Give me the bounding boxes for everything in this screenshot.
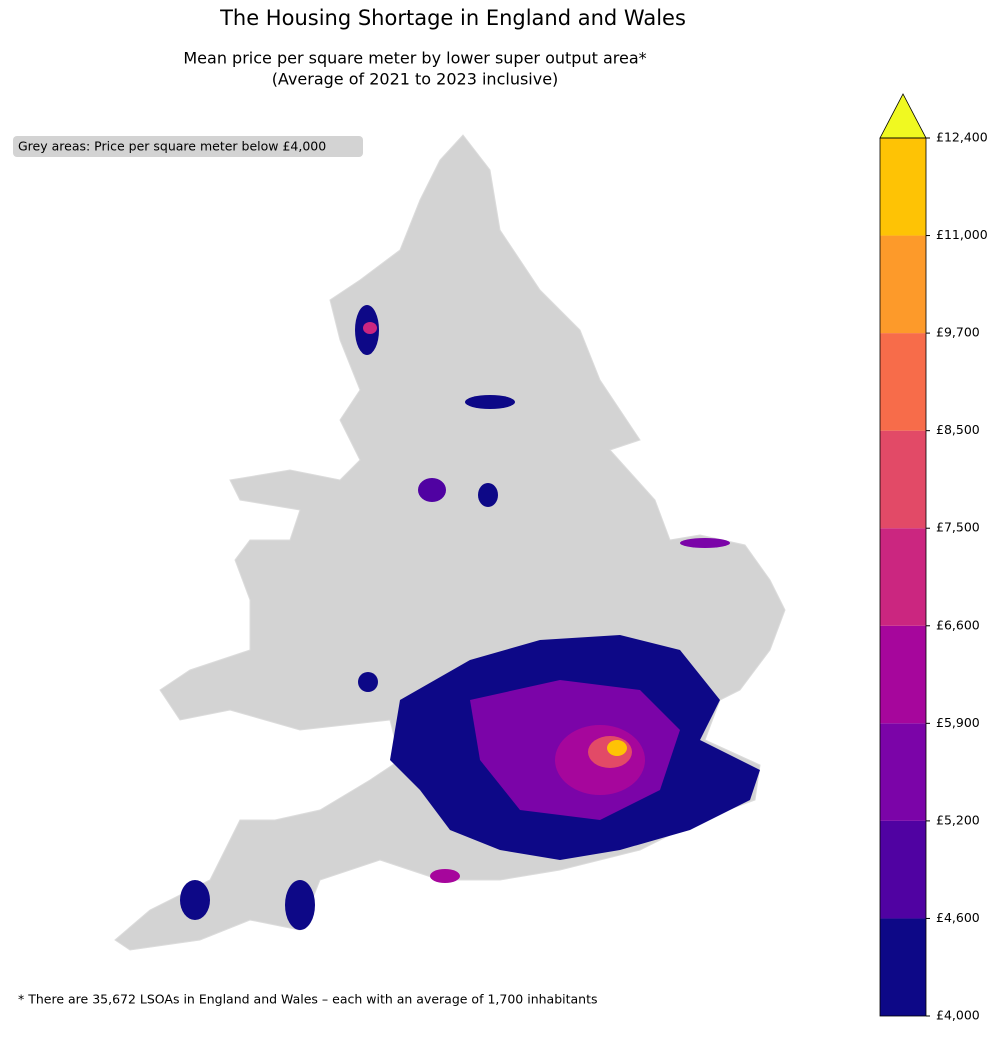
region: [430, 869, 460, 883]
note-box: [13, 136, 363, 157]
subtitle: Mean price per square meter by lower sup…: [183, 49, 646, 68]
colorbar-bin: [880, 333, 926, 431]
colorbar-bin: [880, 235, 926, 334]
note: Grey areas: Price per square meter below…: [18, 139, 326, 154]
region: [285, 880, 315, 930]
region: [465, 395, 515, 409]
region: [180, 880, 210, 920]
region: [680, 538, 730, 548]
colorbar-bin: [880, 820, 926, 919]
tick-label: £4,000: [936, 1008, 980, 1023]
colorbar-bin: [880, 723, 926, 821]
colorbar: £4,000 £4,600 £5,200 £5,900 £6,600 £7,500 £8,5…: [879, 93, 988, 1023]
tick-label: £4,600: [936, 910, 980, 925]
region: [478, 483, 498, 507]
title: The Housing Shortage in England and Wale…: [219, 6, 686, 30]
tick-label: £5,200: [936, 812, 980, 827]
colorbar-bin: [880, 528, 926, 626]
tick-label: £12,400: [936, 130, 988, 145]
footnote: * There are 35,672 LSOAs in England and …: [18, 992, 598, 1007]
tick-label: £5,900: [936, 715, 980, 730]
region: [363, 322, 377, 334]
subtitle: (Average of 2021 to 2023 inclusive): [272, 70, 559, 89]
colorbar-bin: [880, 138, 926, 236]
tick-label: £8,500: [936, 422, 980, 437]
region: [358, 672, 378, 692]
region: [418, 478, 446, 502]
tick-label: £6,600: [936, 617, 980, 632]
region: [607, 740, 627, 756]
tick-label: £9,700: [936, 325, 980, 340]
colorbar-bin: [880, 918, 926, 1016]
colorbar-frame: [879, 137, 927, 1017]
tick-label: £7,500: [936, 520, 980, 535]
tick-label: £11,000: [936, 227, 988, 242]
colorbar-extend: [879, 93, 927, 139]
colorbar-bin: [880, 625, 926, 724]
map: [114, 134, 786, 951]
colorbar-bin: [880, 430, 926, 529]
